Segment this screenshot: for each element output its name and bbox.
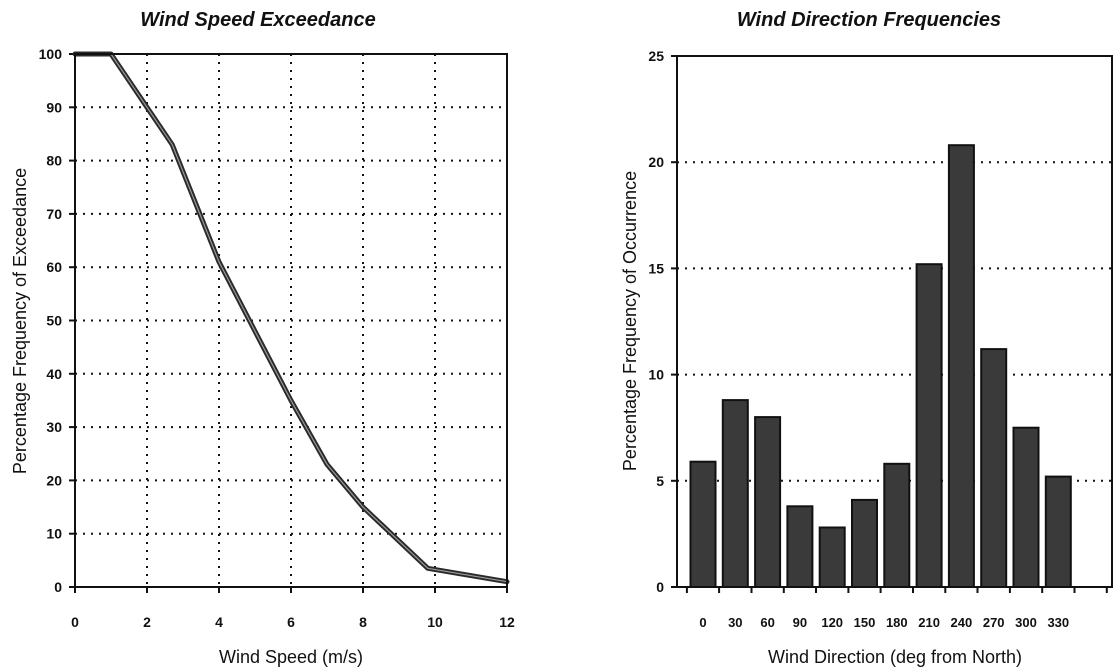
x-tick-label: 6 — [287, 614, 295, 630]
ticks-direction: 0 5 10 15 20 25 0 30 60 90 120 150 180 210 240 270 300 33… — [648, 48, 1108, 630]
y-tick-label: 40 — [46, 366, 62, 382]
x-axis-label-speed: Wind Speed (m/s) — [219, 647, 363, 667]
bar-300 — [1012, 426, 1040, 589]
plot-frame-direction — [676, 55, 1113, 588]
y-tick-label: 50 — [46, 313, 62, 329]
y-tick-label: 25 — [648, 48, 664, 64]
y-tick-label: 5 — [656, 473, 664, 489]
y-axis-label-speed: Percentage Frequency of Exceedance — [10, 168, 30, 474]
bar-30 — [721, 399, 749, 588]
x-tick-label: 0 — [71, 614, 79, 630]
bar-90 — [786, 505, 814, 588]
x-tick-label: 300 — [1015, 615, 1037, 630]
x-tick-label: 330 — [1047, 615, 1069, 630]
series-line-exceedance-highlight — [75, 53, 508, 583]
plot-area-direction — [689, 144, 1072, 589]
x-tick-label: 4 — [215, 614, 223, 630]
ticks-speed: 0 10 20 30 40 50 60 70 80 90 100 0 2 4 6 8 10 12 — [39, 46, 515, 630]
bar-270 — [980, 348, 1008, 588]
x-axis-label-direction: Wind Direction (deg from North) — [768, 647, 1022, 667]
y-tick-label: 10 — [46, 526, 62, 542]
x-tick-label: 180 — [886, 615, 908, 630]
x-tick-label: 10 — [427, 614, 443, 630]
bar-150 — [851, 498, 878, 588]
x-tick-label: 2 — [143, 614, 151, 630]
x-tick-label: 270 — [983, 615, 1005, 630]
bar-0 — [689, 460, 717, 589]
chart-speed-exceedance: Wind Speed Exceedance Percentage Frequen… — [10, 9, 515, 667]
bar-180 — [883, 462, 911, 588]
y-tick-label: 100 — [39, 46, 63, 62]
x-tick-label: 0 — [699, 615, 706, 630]
y-tick-label: 30 — [46, 419, 62, 435]
x-tick-label: 150 — [854, 615, 876, 630]
y-tick-label: 70 — [46, 206, 62, 222]
x-tick-label: 240 — [951, 615, 973, 630]
bar-210 — [915, 263, 943, 588]
x-tick-label: 60 — [760, 615, 774, 630]
y-tick-label: 80 — [46, 153, 62, 169]
x-tick-label: 210 — [918, 615, 940, 630]
x-tick-label: 120 — [821, 615, 843, 630]
y-tick-label: 15 — [648, 260, 664, 276]
y-tick-label: 10 — [648, 367, 664, 383]
plot-frame-speed — [74, 53, 508, 588]
bar-60 — [754, 416, 782, 588]
y-tick-label: 20 — [648, 154, 664, 170]
x-tick-label: 8 — [359, 614, 367, 630]
chart-title-speed: Wind Speed Exceedance — [140, 9, 375, 31]
bar-240 — [947, 144, 975, 588]
x-tick-label: 30 — [728, 615, 742, 630]
bar-330 — [1044, 475, 1072, 589]
plot-area-speed — [72, 51, 510, 585]
x-tick-label: 90 — [793, 615, 807, 630]
grid-speed — [75, 54, 507, 587]
y-tick-label: 60 — [46, 259, 62, 275]
y-tick-label: 0 — [656, 579, 664, 595]
y-tick-label: 0 — [54, 579, 62, 595]
y-tick-label: 90 — [46, 99, 62, 115]
chart-title-direction: Wind Direction Frequencies — [737, 9, 1001, 31]
x-tick-label: 12 — [499, 614, 515, 630]
y-axis-label-direction: Percentage Frequency of Occurrence — [620, 171, 640, 471]
bar-120 — [818, 526, 846, 588]
chart-direction-frequencies: Wind Direction Frequencies Percentage Fr… — [620, 9, 1113, 667]
y-tick-label: 20 — [46, 472, 62, 488]
